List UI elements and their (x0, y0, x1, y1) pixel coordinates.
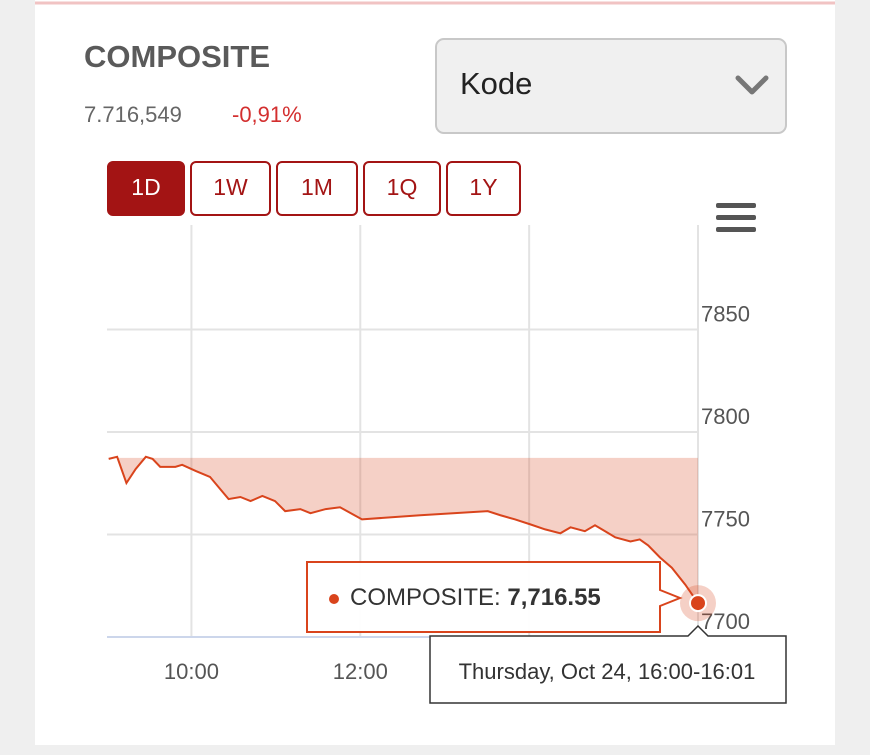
value-tooltip-box (306, 561, 683, 633)
index-title: COMPOSITE (84, 39, 270, 74)
menu-bar[interactable] (716, 215, 756, 220)
tooltip-series: COMPOSITE: (350, 584, 501, 611)
range-button-label[interactable]: 1W (213, 174, 248, 200)
time-tooltip-text: Thursday, Oct 24, 16:00-16:01 (459, 659, 756, 684)
y-tick-label: 7850 (701, 301, 750, 326)
price-line (108, 455, 699, 604)
tooltips: COMPOSITE: 7,716.55 Thursday, Oct 24, 16:… (306, 561, 787, 704)
tooltip-bullet (329, 594, 339, 604)
menu-icon[interactable] (716, 203, 756, 232)
y-tick-label: 7700 (701, 609, 750, 634)
index-price: 7.716,549 (84, 102, 182, 127)
range-button-label[interactable]: 1M (301, 174, 333, 200)
dropdown[interactable]: Kode (435, 38, 787, 134)
menu-bar[interactable] (716, 203, 756, 208)
y-tick-label: 7750 (701, 506, 750, 531)
range-button[interactable] (190, 161, 271, 216)
range-button-label[interactable]: 1Q (387, 174, 418, 200)
dropdown-box[interactable] (435, 38, 787, 134)
range-buttons: 1D 1W 1M 1Q 1Y (107, 161, 521, 216)
range-button[interactable] (276, 161, 358, 216)
value-tooltip-text: COMPOSITE: 7,716.55 (350, 584, 601, 611)
tooltip-value: 7,716.55 (507, 584, 600, 611)
index-change: -0,91% (232, 102, 302, 127)
dropdown-label[interactable]: Kode (460, 66, 532, 101)
x-tick-label: 12:00 (333, 659, 388, 684)
area-fill (108, 456, 698, 604)
range-button[interactable] (363, 161, 441, 216)
y-tick-label: 7800 (701, 404, 750, 429)
dropdown-chevron[interactable] (735, 75, 769, 95)
menu-bar[interactable] (716, 227, 756, 232)
time-tooltip-box (429, 624, 787, 704)
range-button-label[interactable]: 1Y (469, 174, 497, 200)
hover-point (689, 594, 707, 613)
range-button[interactable] (107, 161, 185, 216)
range-button[interactable] (446, 161, 521, 216)
x-tick-label: 10:00 (164, 659, 219, 684)
range-button-label[interactable]: 1D (131, 174, 160, 200)
